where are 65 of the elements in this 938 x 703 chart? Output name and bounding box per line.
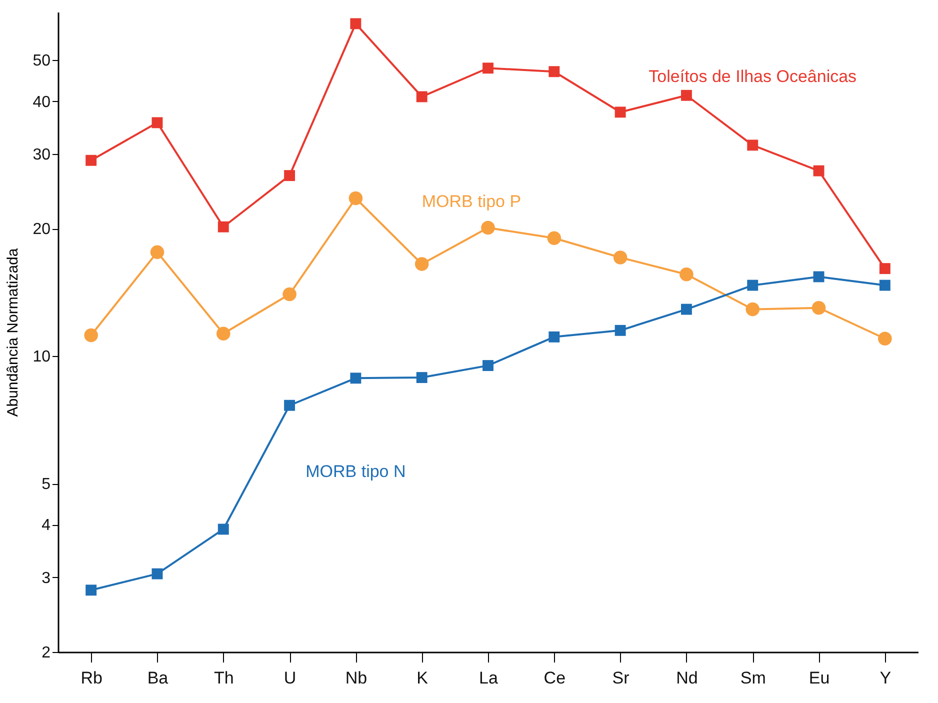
point xyxy=(216,326,230,341)
y-tick-label: 30 xyxy=(32,146,51,164)
series-label: MORB tipo P xyxy=(422,192,522,212)
y-tick-label: 10 xyxy=(32,348,51,366)
text: MORB tipo N xyxy=(306,462,406,482)
point xyxy=(152,117,163,128)
point xyxy=(284,170,296,182)
point xyxy=(348,191,363,206)
y-tick-label: 40 xyxy=(32,94,51,111)
y-tick-label: 5 xyxy=(42,476,51,494)
point xyxy=(86,154,97,166)
point xyxy=(548,331,560,342)
point xyxy=(747,280,758,291)
x-tick-label: Eu xyxy=(808,668,830,688)
point xyxy=(614,324,626,336)
series-label: Toleítos de Ilhas Oceânicas xyxy=(648,66,857,86)
point xyxy=(614,106,626,118)
point xyxy=(414,257,429,271)
x-tick-label: Ba xyxy=(147,668,169,688)
point xyxy=(86,584,97,596)
point xyxy=(879,280,890,291)
x-tick-label: K xyxy=(416,668,429,688)
point xyxy=(482,360,494,372)
y-tick-label: 20 xyxy=(32,221,51,238)
point xyxy=(547,231,562,245)
x-tick-label: U xyxy=(284,668,296,688)
point xyxy=(680,304,692,315)
point xyxy=(680,267,694,282)
y-tick-label: 50 xyxy=(32,52,51,70)
x-tick-label: La xyxy=(479,668,498,688)
point xyxy=(878,332,892,346)
point xyxy=(284,400,296,411)
point xyxy=(416,91,428,102)
point xyxy=(84,328,98,342)
point xyxy=(152,568,163,580)
point xyxy=(350,372,362,384)
point xyxy=(150,245,164,260)
x-tick-label: Rb xyxy=(80,668,102,688)
point xyxy=(613,250,628,264)
x-tick-label: Sr xyxy=(612,668,630,688)
point xyxy=(879,263,890,274)
x-tick-label: Nb xyxy=(345,668,368,688)
point xyxy=(416,372,428,384)
point xyxy=(350,18,362,30)
x-tick-label: Y xyxy=(880,668,892,688)
y-tick-label: 4 xyxy=(42,517,51,534)
point xyxy=(282,287,296,302)
point xyxy=(747,140,758,151)
y-tick-label: 2 xyxy=(42,644,51,662)
point xyxy=(482,62,494,74)
point xyxy=(746,302,760,316)
point xyxy=(812,301,826,315)
point xyxy=(481,220,495,235)
point xyxy=(548,66,560,78)
point xyxy=(680,90,692,101)
y-axis-title: Abundância Normatizada xyxy=(4,248,22,417)
x-tick-label: Sm xyxy=(740,668,766,688)
y-tick-label: 3 xyxy=(42,570,51,587)
x-tick-label: Nd xyxy=(676,668,698,688)
point xyxy=(218,524,229,535)
point xyxy=(218,221,229,232)
point xyxy=(813,165,824,176)
point xyxy=(813,271,824,282)
x-tick-label: Ce xyxy=(544,668,566,688)
x-tick-label: Th xyxy=(214,668,234,688)
